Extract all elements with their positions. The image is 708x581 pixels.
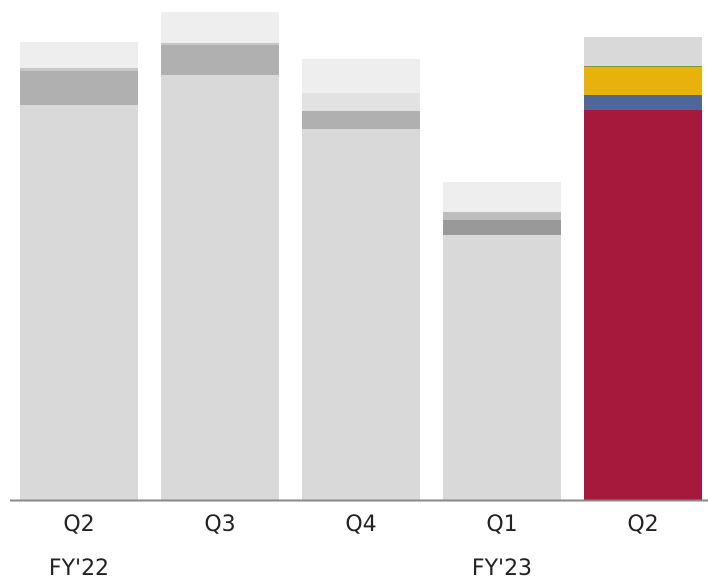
bar-segment [443,182,561,212]
bar-segment [584,95,702,110]
x-tick-label: Q3 [204,512,235,537]
x-tick-label: Q2 [627,512,658,537]
bar-segment [161,43,279,45]
bar-segment [443,212,561,220]
bar-segment [302,129,420,500]
x-tick-label: Q2 [63,512,94,537]
bar-segment [584,37,702,66]
group-label: FY'22 [49,556,109,581]
bar-segment [20,105,138,500]
x-tick-label: Q4 [345,512,376,537]
x-tick-label: Q1 [486,512,517,537]
bar-segment [302,59,420,93]
bar-segment [443,235,561,500]
bar-segment [161,12,279,43]
bar-segment [584,67,702,95]
bar-segment [584,66,702,67]
bar-segment [302,111,420,129]
group-label: FY'23 [472,556,532,581]
bar-segment [584,110,702,500]
bar-segment [20,42,138,68]
bar-segment [20,68,138,71]
bar-segment [161,75,279,500]
bar-segment [443,220,561,235]
bar-segment [161,45,279,75]
bar-segment [302,93,420,111]
bar-segment [20,71,138,105]
